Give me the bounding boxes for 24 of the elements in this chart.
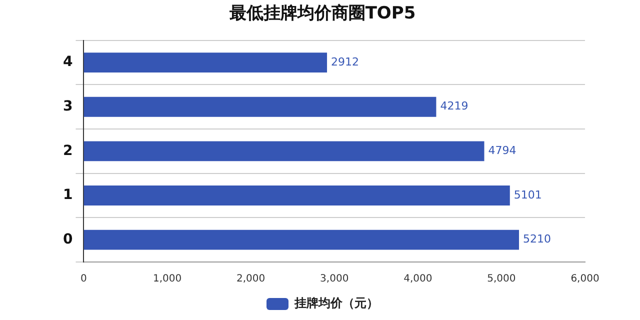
y-tick-label: 4 <box>62 54 73 70</box>
bar <box>84 230 519 250</box>
data-label: 5210 <box>523 232 551 246</box>
data-label: 4219 <box>440 100 468 113</box>
x-tick-label: 0 <box>80 274 87 285</box>
data-label: 2912 <box>331 55 360 68</box>
data-label: 5101 <box>514 188 542 202</box>
x-tick-label: 6,000 <box>570 274 600 285</box>
x-tick-label: 1,000 <box>152 274 182 285</box>
bar <box>84 141 484 162</box>
x-tick-label: 3,000 <box>320 274 349 285</box>
legend-label: 挂牌均价（元） <box>294 296 378 310</box>
chart-title: 最低挂牌均价商圈TOP5 <box>228 4 416 24</box>
x-tick-label: 2,000 <box>236 274 266 285</box>
y-tick-label: 0 <box>62 231 73 248</box>
y-tick-label: 2 <box>62 142 73 159</box>
bar <box>84 186 510 206</box>
x-tick-label: 4,000 <box>404 274 432 285</box>
bar <box>84 52 328 73</box>
bar <box>84 96 436 117</box>
y-tick-label: 3 <box>62 98 73 115</box>
x-tick-label: 5,000 <box>487 274 516 285</box>
y-tick-label: 1 <box>62 187 73 204</box>
data-label: 4794 <box>488 144 516 158</box>
